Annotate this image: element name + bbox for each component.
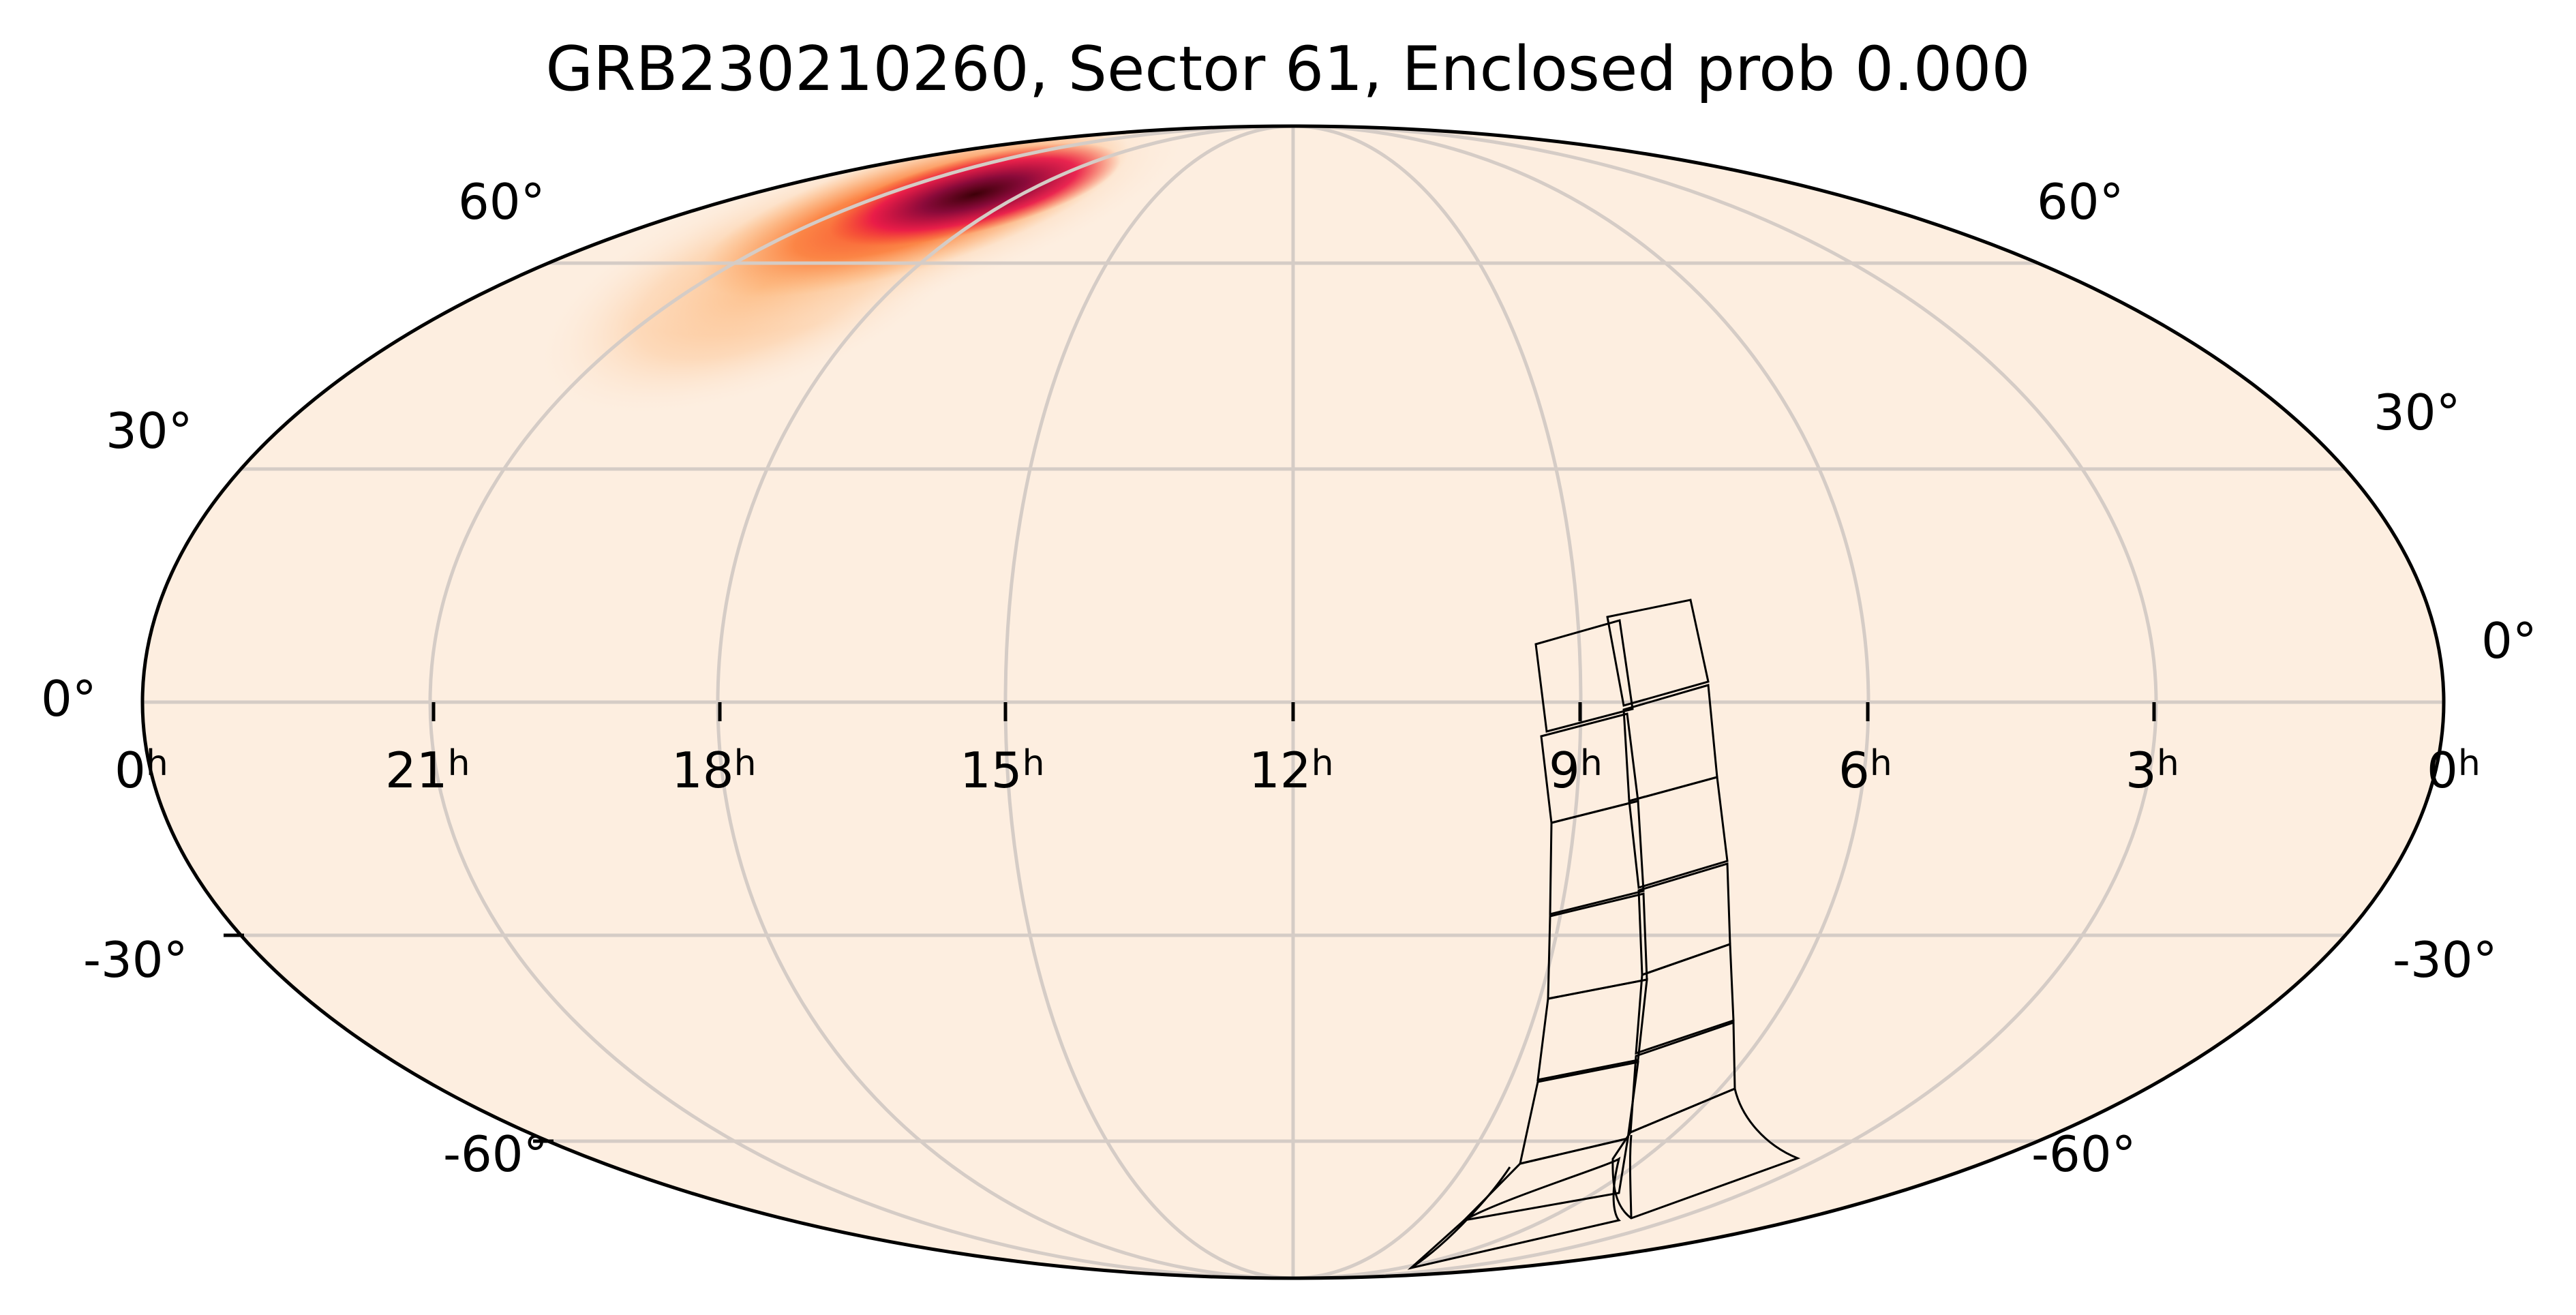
dec-label-right-30: 30° bbox=[2374, 384, 2461, 441]
ra-ticks bbox=[431, 702, 2156, 721]
dec-label-right-m60: -60° bbox=[2031, 1125, 2136, 1183]
dec-label-right-0: 0° bbox=[2481, 612, 2537, 669]
dec-label-right-60: 60° bbox=[2037, 173, 2124, 230]
ra-label-21h: 21h bbox=[385, 742, 470, 799]
ra-label-3h: 3h bbox=[2125, 742, 2179, 799]
ra-label-0h-left: 0h bbox=[115, 742, 168, 799]
ra-label-9h: 9h bbox=[1549, 742, 1603, 799]
chart-title: GRB230210260, Sector 61, Enclosed prob 0… bbox=[545, 33, 2031, 105]
dec-label-left-m60: -60° bbox=[443, 1125, 548, 1183]
probability-heatmap bbox=[532, 126, 1195, 419]
ra-label-15h: 15h bbox=[960, 742, 1045, 799]
dec-label-left-m30: -30° bbox=[83, 931, 188, 988]
ra-label-12h: 12h bbox=[1249, 742, 1334, 799]
tess-footprint bbox=[1407, 599, 1801, 1270]
ra-label-0h-right: 0h bbox=[2427, 742, 2481, 799]
dec-label-left-0: 0° bbox=[41, 670, 97, 727]
ra-label-18h: 18h bbox=[671, 742, 757, 799]
ra-label-6h: 6h bbox=[1838, 742, 1892, 799]
dec-label-right-m30: -30° bbox=[2393, 931, 2498, 988]
dec-label-left-30: 30° bbox=[106, 402, 193, 459]
dec-label-left-60: 60° bbox=[458, 173, 545, 230]
meridian-21h-3h bbox=[428, 126, 2158, 1278]
sky-outline bbox=[140, 124, 2446, 1280]
